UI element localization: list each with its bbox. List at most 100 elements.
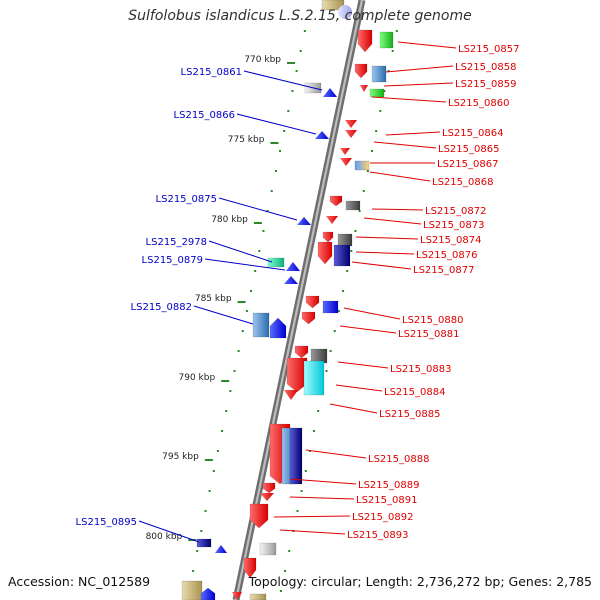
ruler-dot: [375, 130, 378, 132]
label-leader-line: [355, 236, 419, 240]
label-leader-line: [335, 384, 383, 392]
gene-feature: [294, 345, 309, 359]
gene-feature: [322, 231, 334, 243]
ruler-dot: [237, 350, 240, 352]
gene-feature: [252, 312, 270, 338]
ruler-dot: [274, 170, 277, 172]
label-leader-line: [337, 361, 389, 369]
forward-gene-label: LS215_0867: [437, 159, 498, 170]
genome-summary-text: Topology: circular; Length: 2,736,272 bp…: [248, 574, 592, 589]
label-leader-line: [371, 208, 424, 211]
ruler-dot: [262, 230, 265, 232]
gene-feature: [317, 241, 333, 265]
ruler-dot: [395, 30, 398, 32]
ruler-dot: [229, 390, 232, 392]
forward-gene-label: LS215_0888: [368, 454, 429, 465]
ruler-dot: [233, 370, 236, 372]
label-leader-line: [339, 325, 397, 334]
forward-gene-label: LS215_0868: [432, 177, 493, 188]
ruler-dot: [270, 190, 273, 192]
label-leader-line: [273, 515, 351, 518]
ruler-dot: [291, 90, 294, 92]
ruler-dot: [303, 30, 306, 32]
label-leader-line: [289, 496, 355, 500]
tick-label: 775 kbp: [228, 135, 265, 145]
reverse-gene-label: LS215_0875: [156, 194, 217, 205]
label-leader-line: [369, 171, 431, 182]
gene-feature: [267, 257, 285, 268]
ruler-dot: [346, 270, 349, 272]
gene-feature: [260, 493, 274, 501]
forward-gene-label: LS215_0858: [455, 62, 516, 73]
gene-feature: [289, 427, 303, 485]
ruler-dot: [358, 210, 361, 212]
gene-feature: [357, 29, 373, 53]
ruler-dot: [225, 410, 228, 412]
gene-feature: [249, 593, 267, 600]
ruler-dot: [266, 210, 269, 212]
reverse-gene-label: LS215_0882: [131, 302, 192, 313]
ruler-dot: [299, 50, 302, 52]
gene-feature: [301, 311, 316, 325]
label-leader-line: [351, 261, 412, 270]
gene-feature: [303, 360, 325, 396]
reverse-gene-label: LS215_2978: [146, 237, 207, 248]
ruler-dot: [196, 550, 199, 552]
forward-gene-label: LS215_0874: [420, 235, 481, 246]
label-leader-line: [243, 70, 323, 91]
reverse-gene-label: LS215_0866: [174, 110, 235, 121]
label-leader-line: [279, 529, 346, 535]
label-leader-line: [193, 305, 254, 325]
ruler-dot: [354, 230, 357, 232]
gene-feature: [333, 244, 351, 267]
gene-feature: [345, 120, 357, 128]
forward-gene-label: LS215_0860: [448, 98, 509, 109]
forward-gene-label: LS215_0877: [413, 265, 474, 276]
gene-feature: [249, 503, 269, 529]
ruler-dot: [200, 530, 203, 532]
gene-feature: [321, 0, 345, 11]
forward-gene-label: LS215_0881: [398, 329, 459, 340]
reverse-gene-label: LS215_0879: [142, 255, 203, 266]
forward-gene-label: LS215_0889: [358, 480, 419, 491]
ruler-dot: [337, 310, 340, 312]
ruler-dot: [287, 110, 290, 112]
ruler-dot: [254, 270, 257, 272]
forward-gene-label: LS215_0880: [402, 315, 463, 326]
ruler-dot: [284, 570, 287, 572]
forward-gene-label: LS215_0892: [352, 512, 413, 523]
gene-feature: [345, 200, 361, 211]
gene-feature: [323, 88, 337, 97]
gene-feature: [297, 217, 311, 225]
label-leader-line: [305, 449, 367, 459]
ruler-dot: [296, 510, 299, 512]
ruler-dot: [288, 550, 291, 552]
forward-gene-label: LS215_0876: [416, 250, 477, 261]
gene-feature: [315, 131, 329, 139]
gene-feature: [326, 216, 338, 224]
gene-feature: [337, 233, 353, 247]
gene-feature: [340, 158, 352, 166]
forward-gene-label: LS215_0865: [438, 144, 499, 155]
ruler-dot: [383, 90, 386, 92]
gene-feature: [215, 545, 227, 553]
ruler-dot: [350, 250, 353, 252]
ruler-dot: [391, 50, 394, 52]
label-leader-line: [138, 520, 200, 543]
ruler-dot: [342, 290, 345, 292]
forward-gene-label: LS215_0873: [423, 220, 484, 231]
forward-gene-label: LS215_0884: [384, 387, 445, 398]
ruler-dot: [258, 250, 261, 252]
gene-feature: [259, 542, 277, 556]
forward-gene-label: LS215_0857: [458, 44, 519, 55]
ruler-dot: [379, 110, 382, 112]
accession-text: Accession: NC_012589: [8, 574, 151, 589]
forward-gene-label: LS215_0893: [347, 530, 408, 541]
forward-gene-label: LS215_0872: [425, 206, 486, 217]
label-leader-line: [363, 217, 422, 225]
gene-feature: [322, 300, 339, 314]
ruler-dot: [208, 490, 211, 492]
ruler-dot: [362, 190, 365, 192]
